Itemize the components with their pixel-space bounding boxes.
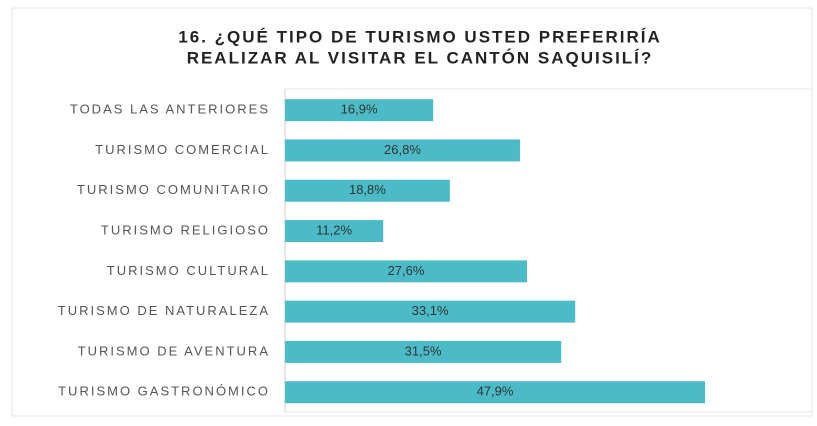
category-label: TURISMO COMUNITARIO xyxy=(77,182,270,197)
chart-title: REALIZAR AL VISITAR EL CANTÓN SAQUISILÍ? xyxy=(187,48,654,67)
value-label: 33,1% xyxy=(412,303,449,318)
bar xyxy=(285,99,434,122)
category-label: TURISMO COMERCIAL xyxy=(95,142,270,157)
value-label: 27,6% xyxy=(388,263,425,278)
bar xyxy=(285,139,520,162)
category-label: TURISMO RELIGIOSO xyxy=(101,222,270,237)
bar xyxy=(285,220,384,243)
bar xyxy=(285,179,450,202)
bar xyxy=(285,381,705,404)
bar xyxy=(285,340,562,363)
value-label: 18,8% xyxy=(349,182,386,197)
category-label: TURISMO DE NATURALEZA xyxy=(58,303,270,318)
chart-title: 16. ¿QUÉ TIPO DE TURISMO USTED PREFERIRÍ… xyxy=(178,27,661,46)
category-label: TURISMO CULTURAL xyxy=(107,263,270,278)
category-label: TURISMO GASTRONÓMICO xyxy=(58,384,270,399)
value-label: 31,5% xyxy=(405,343,442,358)
bar xyxy=(285,300,576,323)
value-label: 26,8% xyxy=(384,142,421,157)
value-label: 47,9% xyxy=(477,384,514,399)
category-label: TODAS LAS ANTERIORES xyxy=(70,102,270,117)
bar xyxy=(285,260,528,283)
value-label: 11,2% xyxy=(316,222,352,237)
category-label: TURISMO DE AVENTURA xyxy=(78,343,270,358)
value-label: 16,9% xyxy=(341,102,378,117)
